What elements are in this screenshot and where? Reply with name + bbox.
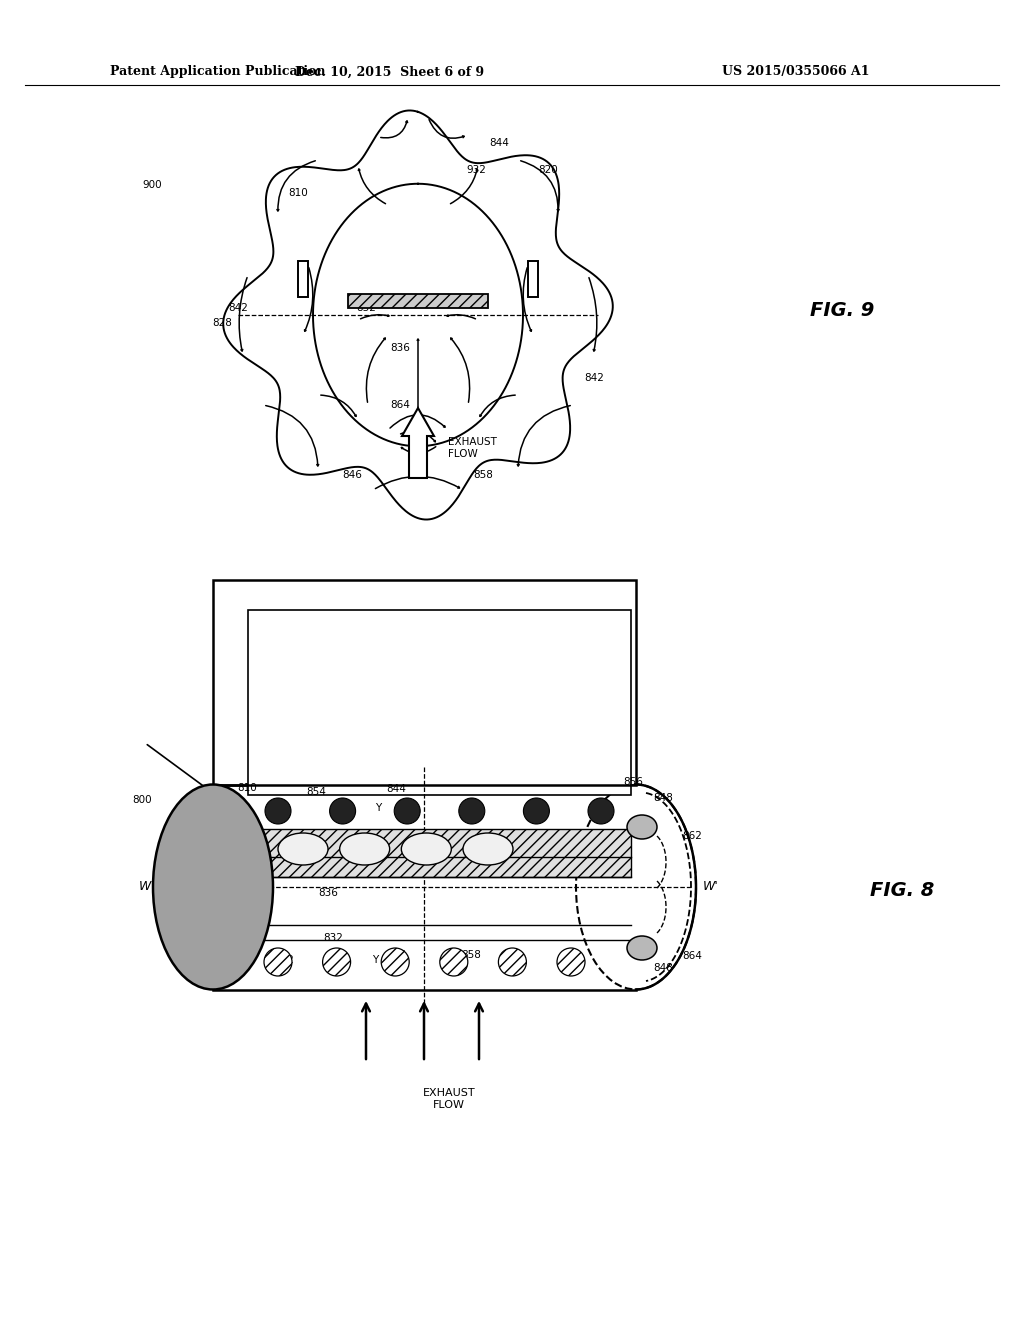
Text: 832: 832 <box>356 304 376 313</box>
Ellipse shape <box>627 936 657 960</box>
Circle shape <box>499 948 526 975</box>
Text: 800: 800 <box>132 795 152 805</box>
Bar <box>248 610 631 795</box>
Bar <box>248 829 631 876</box>
Ellipse shape <box>463 833 513 865</box>
Text: 858: 858 <box>473 470 493 480</box>
Text: 820: 820 <box>231 954 251 965</box>
Text: 852: 852 <box>274 954 294 965</box>
Text: 842: 842 <box>584 374 604 383</box>
Bar <box>298 261 308 297</box>
Text: 900: 900 <box>142 180 162 190</box>
Circle shape <box>523 799 550 824</box>
Text: 834: 834 <box>328 863 348 873</box>
Text: 948: 948 <box>438 294 458 305</box>
Text: 862: 862 <box>682 832 701 841</box>
Text: FIG. 9: FIG. 9 <box>810 301 874 319</box>
Text: 820: 820 <box>539 165 558 176</box>
Text: 844: 844 <box>489 139 509 148</box>
Text: 846: 846 <box>342 470 361 480</box>
Ellipse shape <box>627 814 657 840</box>
Text: W: W <box>138 880 151 894</box>
Text: 810: 810 <box>238 783 257 793</box>
Circle shape <box>439 948 468 975</box>
Text: 850: 850 <box>207 809 227 818</box>
Text: 854: 854 <box>306 787 326 797</box>
Text: 828: 828 <box>212 318 232 327</box>
Text: 842: 842 <box>228 304 248 313</box>
Text: Dec. 10, 2015  Sheet 6 of 9: Dec. 10, 2015 Sheet 6 of 9 <box>296 66 484 78</box>
FancyArrow shape <box>402 408 434 478</box>
Text: Patent Application Publication: Patent Application Publication <box>110 66 326 78</box>
Circle shape <box>394 799 420 824</box>
Bar <box>348 294 488 308</box>
Text: Y: Y <box>372 954 378 965</box>
Text: 844: 844 <box>386 784 406 795</box>
Text: 848: 848 <box>653 964 673 973</box>
Circle shape <box>557 948 585 975</box>
Text: 858: 858 <box>461 950 481 960</box>
Text: W': W' <box>703 880 719 894</box>
Circle shape <box>264 948 292 975</box>
Text: US 2015/0355066 A1: US 2015/0355066 A1 <box>723 66 870 78</box>
Text: EXHAUST
FLOW: EXHAUST FLOW <box>423 1088 475 1110</box>
Text: Y: Y <box>375 803 381 813</box>
Text: 846: 846 <box>386 950 406 960</box>
Circle shape <box>588 799 614 824</box>
Ellipse shape <box>575 784 696 990</box>
Text: 836: 836 <box>390 343 410 352</box>
Text: 864: 864 <box>682 950 701 961</box>
Text: 832: 832 <box>323 933 343 942</box>
Text: FIG. 8: FIG. 8 <box>870 880 934 899</box>
Text: 932: 932 <box>466 165 486 176</box>
Circle shape <box>381 948 410 975</box>
Text: 864: 864 <box>390 400 410 411</box>
Text: 848: 848 <box>653 793 673 803</box>
Bar <box>528 261 538 297</box>
Ellipse shape <box>340 833 390 865</box>
Circle shape <box>265 799 291 824</box>
Circle shape <box>459 799 484 824</box>
Text: 856: 856 <box>623 777 643 787</box>
Ellipse shape <box>153 784 273 990</box>
Circle shape <box>323 948 350 975</box>
Ellipse shape <box>278 833 328 865</box>
Ellipse shape <box>401 833 452 865</box>
Text: 836: 836 <box>318 888 338 898</box>
Bar <box>213 579 636 785</box>
Text: 810: 810 <box>288 187 308 198</box>
Circle shape <box>330 799 355 824</box>
Text: EXHAUST
FLOW: EXHAUST FLOW <box>449 437 497 459</box>
